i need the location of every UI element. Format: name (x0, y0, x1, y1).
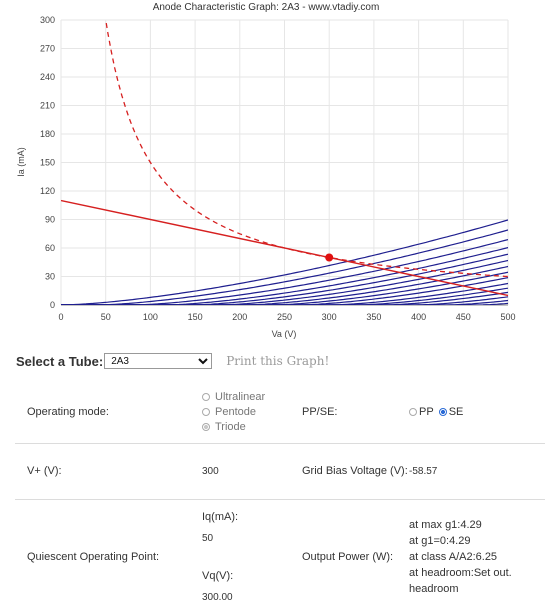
chart-title: Anode Characteristic Graph: 2A3 - www.vt… (153, 2, 380, 13)
anode-curve (61, 291, 508, 305)
y-tick-label: 60 (45, 243, 55, 253)
chart-overlays (61, 20, 508, 297)
grid-bias-value[interactable]: -58.57 (409, 443, 545, 500)
y-tick-label: 270 (40, 44, 55, 54)
print-graph-link[interactable]: Print this Graph! (226, 354, 330, 368)
load-line (61, 199, 508, 297)
y-tick-label: 0 (50, 300, 55, 310)
se-label: SE (448, 405, 464, 418)
y-tick-label: 240 (40, 72, 55, 82)
x-tick-label: 400 (411, 312, 426, 322)
output-power-g1-zero: at g1=0:4.29 (409, 534, 471, 547)
anode-curve (61, 276, 508, 305)
y-tick-label: 180 (40, 129, 55, 139)
mode-triode[interactable]: Triode (202, 419, 302, 434)
x-tick-label: 500 (500, 312, 515, 322)
operating-mode-options: Ultralinear Pentode Triode (202, 381, 302, 444)
mode-ultralinear[interactable]: Ultralinear (202, 389, 302, 404)
max-dissipation-curve (105, 20, 508, 278)
output-power-max-g1: at max g1:4.29 (409, 518, 482, 531)
output-power-label: Output Power (W): (302, 550, 394, 563)
mode-pentode-label: Pentode (215, 405, 256, 418)
anode-curve (61, 265, 508, 305)
x-tick-label: 300 (322, 312, 337, 322)
select-tube-label: Select a Tube: (16, 353, 104, 369)
y-tick-label: 210 (40, 101, 55, 111)
mode-pentode[interactable]: Pentode (202, 404, 302, 419)
x-tick-label: 100 (143, 312, 158, 322)
x-tick-label: 0 (58, 312, 63, 322)
output-power-class-a: at class A/A2:6.25 (409, 550, 498, 563)
grid-bias-label: Grid Bias Voltage (V): (302, 443, 409, 500)
y-tick-label: 300 (40, 15, 55, 25)
anode-curve (61, 271, 508, 305)
y-axis-ticks: 0 30 60 90 120 150 180 210 240 270 300 (40, 15, 55, 310)
anode-curve (61, 253, 508, 305)
vq-label: Vq(V): (202, 569, 234, 582)
pp-se-options: PP SE (409, 381, 545, 444)
radio-triode[interactable] (202, 422, 210, 431)
quiescent-values: Iq(mA): 50 Vq(V): 300.00 (202, 499, 302, 614)
y-axis-label: Ia (mA) (16, 147, 26, 177)
vplus-value[interactable]: 300 (202, 443, 302, 500)
anode-curve (61, 238, 508, 305)
anode-curve (61, 282, 508, 305)
tube-select[interactable]: 2A3 (104, 353, 213, 369)
iq-value[interactable]: 50 (202, 532, 214, 544)
output-power-values: at max g1:4.29 at g1=0:4.29 at class A/A… (409, 499, 545, 614)
anode-curve (61, 219, 508, 305)
x-tick-label: 350 (366, 312, 381, 322)
radio-pp[interactable] (409, 407, 417, 416)
anode-curve (61, 246, 508, 305)
anode-curve (61, 296, 508, 305)
y-tick-label: 90 (45, 215, 55, 225)
anode-curve (61, 229, 508, 305)
x-tick-label: 450 (456, 312, 471, 322)
anode-curve (61, 259, 508, 305)
mode-ultralinear-label: Ultralinear (215, 390, 266, 403)
operating-point-marker[interactable] (325, 253, 334, 262)
x-tick-label: 150 (188, 312, 203, 322)
radio-pentode[interactable] (202, 407, 210, 416)
iq-label: Iq(mA): (202, 510, 239, 523)
y-tick-label: 120 (40, 186, 55, 196)
x-tick-label: 250 (277, 312, 292, 322)
x-tick-label: 50 (101, 312, 111, 322)
mode-triode-label: Triode (215, 420, 246, 433)
chart-grid (60, 19, 509, 306)
pp-label: PP (419, 405, 434, 418)
chart-svg: Anode Characteristic Graph: 2A3 - www.vt… (16, 2, 516, 339)
radio-se[interactable] (438, 407, 447, 416)
quiescent-label: Quiescent Operating Point: (27, 550, 160, 563)
anode-characteristic-chart: Anode Characteristic Graph: 2A3 - www.vt… (16, 2, 516, 339)
anode-curve (61, 287, 508, 305)
x-axis-label: Va (V) (272, 329, 297, 339)
y-tick-label: 30 (45, 272, 55, 282)
output-power-headroom: at headroom:Set out. headroom (409, 566, 512, 595)
radio-ultralinear[interactable] (202, 392, 210, 401)
pp-se-radio-group: PP SE (409, 406, 545, 418)
vplus-label: V+ (V): (15, 443, 202, 500)
tube-selector-row: Select a Tube: 2A3 Print this Graph! (16, 351, 329, 371)
vq-value[interactable]: 300.00 (202, 591, 233, 603)
parameters-table: Operating mode: Ultralinear Pentode Trio… (15, 381, 545, 614)
x-axis-ticks: 0 50 100 150 200 250 300 350 400 450 500 (58, 312, 515, 322)
operating-mode-label: Operating mode: (15, 381, 202, 444)
pp-se-label: PP/SE: (302, 381, 409, 444)
anode-curves (61, 219, 508, 305)
x-tick-label: 200 (232, 312, 247, 322)
y-tick-label: 150 (40, 158, 55, 168)
